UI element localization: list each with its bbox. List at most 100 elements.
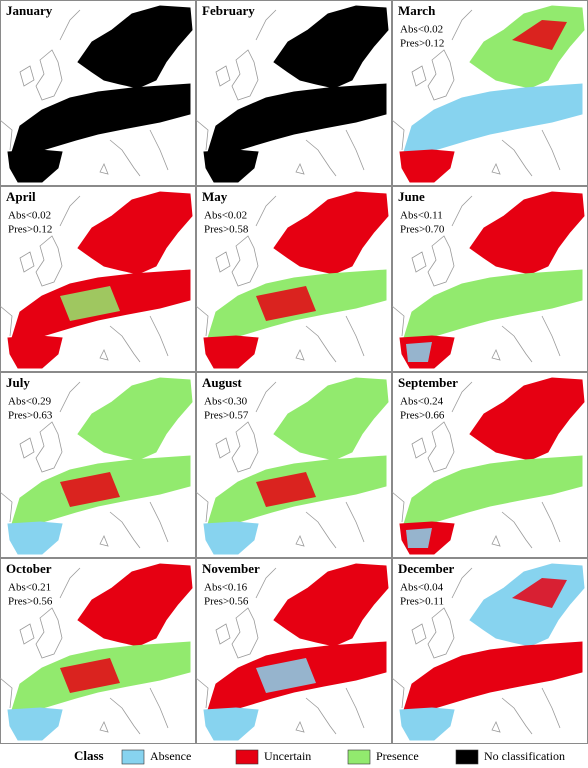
coastline [345, 501, 365, 543]
coastline [215, 65, 231, 87]
coastline [19, 251, 35, 273]
abs-threshold: Abs<0.30 [204, 396, 248, 408]
coastline [501, 139, 533, 177]
study-region [399, 707, 455, 741]
coastline [255, 381, 277, 413]
coastline [427, 49, 455, 101]
pres-threshold: Pres>0.63 [8, 410, 53, 422]
coastline [35, 607, 63, 659]
legend-swatch [121, 749, 145, 765]
coastline [295, 535, 305, 547]
study-region [7, 335, 63, 369]
study-region [273, 5, 389, 89]
coastline [345, 315, 365, 357]
study-region [203, 149, 259, 183]
region-patch [256, 472, 316, 507]
month-label: October [6, 561, 52, 576]
coastline [451, 9, 473, 41]
coastline [149, 129, 169, 171]
coastline [109, 139, 141, 177]
study-region [403, 269, 583, 339]
coastline [255, 195, 277, 227]
coastline [109, 511, 141, 549]
abs-threshold: Abs<0.02 [400, 24, 443, 36]
region-patch [512, 20, 567, 50]
map-panel: December Abs<0.04 Pres>0.11 [391, 558, 588, 744]
coastline [149, 315, 169, 357]
map-panel: May Abs<0.02 Pres>0.58 [195, 186, 392, 372]
coastline [0, 491, 13, 523]
study-region [273, 191, 389, 275]
coastline [541, 315, 561, 357]
map-panel: April Abs<0.02 Pres>0.12 [0, 186, 196, 372]
coastline [491, 721, 501, 733]
coastline [195, 119, 209, 151]
coastline [149, 687, 169, 729]
coastline [501, 697, 533, 735]
coastline [0, 119, 13, 151]
coastline [19, 623, 35, 645]
coastline [295, 349, 305, 361]
coastline [491, 163, 501, 175]
coastline [59, 9, 81, 41]
study-region [403, 455, 583, 525]
coastline [59, 381, 81, 413]
map-panel: January [0, 0, 196, 186]
study-region [469, 377, 585, 461]
map-panel: February [195, 0, 392, 186]
legend-label: No classification [484, 749, 565, 763]
study-region [273, 563, 389, 647]
coastline [215, 623, 231, 645]
pres-threshold: Pres>0.56 [204, 596, 249, 608]
pres-threshold: Pres>0.58 [204, 224, 249, 236]
study-region [273, 377, 389, 461]
coastline [451, 195, 473, 227]
coastline [411, 437, 427, 459]
study-region [77, 191, 193, 275]
legend-swatch [347, 749, 371, 765]
coastline [231, 421, 259, 473]
coastline [215, 437, 231, 459]
coastline [427, 421, 455, 473]
coastline [391, 305, 405, 337]
region-patch [512, 578, 567, 608]
study-region [203, 707, 259, 741]
map-panel: October Abs<0.21 Pres>0.56 [0, 558, 196, 744]
coastline [59, 567, 81, 599]
coastline [391, 119, 405, 151]
coastline [0, 677, 13, 709]
coastline [427, 235, 455, 287]
coastline [0, 305, 13, 337]
coastline [295, 163, 305, 175]
region-patch [60, 658, 120, 693]
coastline [99, 349, 109, 361]
abs-threshold: Abs<0.02 [204, 210, 247, 222]
month-label: January [6, 3, 53, 18]
study-region [203, 335, 259, 369]
coastline [231, 49, 259, 101]
coastline [305, 325, 337, 363]
coastline [19, 65, 35, 87]
coastline [427, 607, 455, 659]
study-region [77, 377, 193, 461]
abs-threshold: Abs<0.29 [8, 396, 52, 408]
month-label: April [6, 189, 36, 204]
pres-threshold: Pres>0.11 [400, 596, 444, 608]
legend-label: Presence [376, 749, 419, 763]
study-region [469, 191, 585, 275]
month-label: August [202, 375, 242, 390]
coastline [501, 325, 533, 363]
coastline [491, 349, 501, 361]
study-region [7, 149, 63, 183]
month-label: November [202, 561, 260, 576]
map-panel: August Abs<0.30 Pres>0.57 [195, 372, 392, 558]
month-label: July [6, 375, 30, 390]
coastline [411, 623, 427, 645]
coastline [19, 437, 35, 459]
month-label: May [202, 189, 228, 204]
coastline [391, 677, 405, 709]
month-label: June [398, 189, 425, 204]
coastline [231, 235, 259, 287]
coastline [411, 65, 427, 87]
study-region [403, 83, 583, 153]
